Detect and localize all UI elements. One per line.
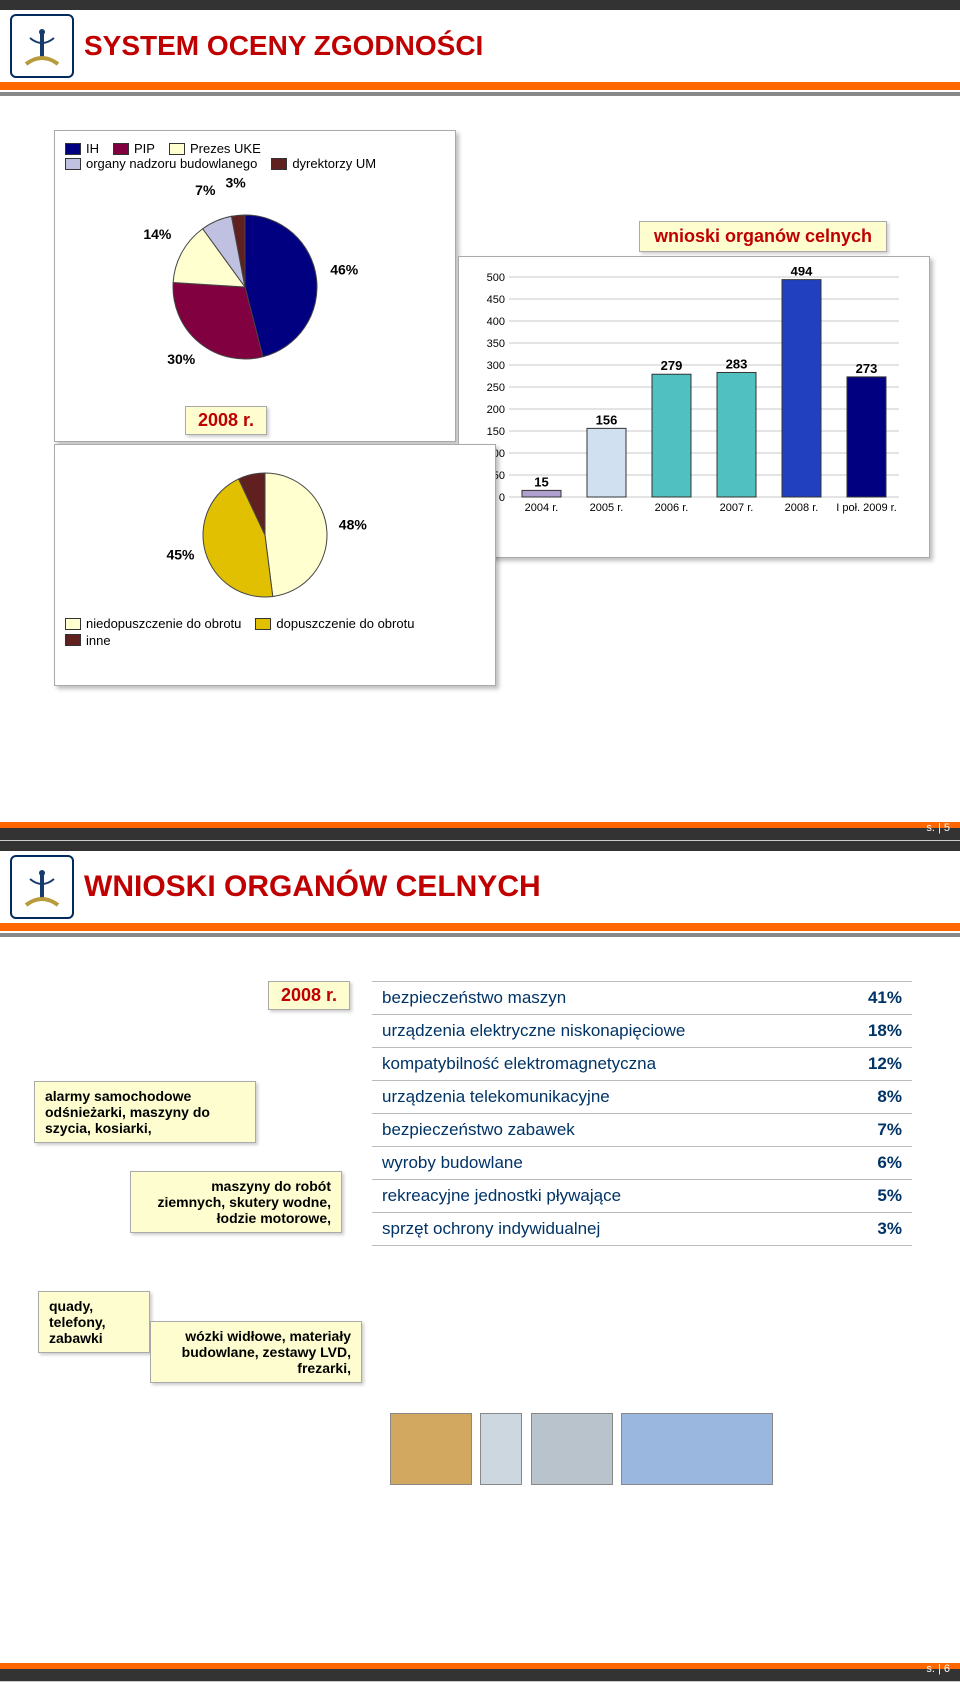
row-pct: 3% — [835, 1213, 912, 1246]
callout-2: maszyny do robót ziemnych, skutery wodne… — [130, 1171, 342, 1233]
svg-text:500: 500 — [487, 272, 505, 284]
logo-icon — [10, 14, 74, 78]
row-pct: 6% — [835, 1147, 912, 1180]
svg-text:3%: 3% — [225, 177, 246, 190]
table-row: bezpieczeństwo zabawek7% — [372, 1114, 912, 1147]
svg-text:350: 350 — [487, 338, 505, 350]
thumb-scooter — [621, 1413, 773, 1485]
row-label: bezpieczeństwo zabawek — [372, 1114, 835, 1147]
page-number: s. | 6 — [926, 1663, 950, 1675]
row-pct: 18% — [835, 1015, 912, 1048]
svg-text:400: 400 — [487, 316, 505, 328]
svg-text:273: 273 — [856, 361, 878, 376]
table-row: bezpieczeństwo maszyn41% — [372, 982, 912, 1015]
svg-text:I poł. 2009 r.: I poł. 2009 r. — [836, 502, 897, 514]
page-number: s. | 5 — [926, 822, 950, 834]
svg-text:300: 300 — [487, 360, 505, 372]
thumb-phone — [531, 1413, 613, 1485]
callout-1: alarmy samochodowe odśnieżarki, maszyny … — [34, 1081, 256, 1143]
slide-2: WNIOSKI ORGANÓW CELNYCH 2008 r. alarmy s… — [0, 841, 960, 1682]
year-badge: 2008 r. — [268, 981, 350, 1010]
svg-text:156: 156 — [596, 412, 618, 427]
svg-text:14%: 14% — [143, 226, 172, 242]
row-pct: 7% — [835, 1114, 912, 1147]
svg-text:250: 250 — [487, 382, 505, 394]
table-row: sprzęt ochrony indywidualnej3% — [372, 1213, 912, 1246]
slide-1: SYSTEM OCENY ZGODNOŚCI IHPIPPrezes UKEor… — [0, 0, 960, 841]
row-label: bezpieczeństwo maszyn — [372, 982, 835, 1015]
svg-text:15: 15 — [534, 474, 548, 489]
table-row: urządzenia telekomunikacyjne8% — [372, 1081, 912, 1114]
table-row: wyroby budowlane6% — [372, 1147, 912, 1180]
row-label: wyroby budowlane — [372, 1147, 835, 1180]
svg-text:2005 r.: 2005 r. — [590, 502, 624, 514]
callout-4: wózki widłowe, materiały budowlane, zest… — [150, 1321, 362, 1383]
row-label: kompatybilność elektromagnetyczna — [372, 1048, 835, 1081]
svg-text:2008 r.: 2008 r. — [785, 502, 819, 514]
row-label: rekreacyjne jednostki pływające — [372, 1180, 835, 1213]
svg-text:450: 450 — [487, 294, 505, 306]
row-pct: 8% — [835, 1081, 912, 1114]
svg-text:150: 150 — [487, 426, 505, 438]
row-label: sprzęt ochrony indywidualnej — [372, 1213, 835, 1246]
svg-text:2004 r.: 2004 r. — [525, 502, 559, 514]
callout-3: quady, telefony, zabawki — [38, 1291, 150, 1353]
category-table: bezpieczeństwo maszyn41%urządzenia elekt… — [372, 981, 912, 1246]
slide-title: SYSTEM OCENY ZGODNOŚCI — [84, 30, 483, 62]
svg-text:46%: 46% — [330, 261, 359, 277]
row-pct: 41% — [835, 982, 912, 1015]
bar-title: wnioski organów celnych — [639, 221, 887, 252]
row-label: urządzenia telekomunikacyjne — [372, 1081, 835, 1114]
svg-text:30%: 30% — [167, 351, 196, 367]
thumb-pink — [480, 1413, 522, 1485]
svg-text:494: 494 — [791, 267, 813, 279]
pie1-legend: IHPIPPrezes UKEorgany nadzoru budowlaneg… — [65, 141, 445, 171]
table-row: kompatybilność elektromagnetyczna12% — [372, 1048, 912, 1081]
svg-text:283: 283 — [726, 356, 748, 371]
pie-chart-1: IHPIPPrezes UKEorgany nadzoru budowlaneg… — [54, 130, 456, 442]
svg-text:45%: 45% — [166, 547, 195, 563]
row-pct: 5% — [835, 1180, 912, 1213]
thumbnail-row — [388, 1411, 775, 1492]
thumb-toy — [390, 1413, 472, 1485]
bar-chart: wnioski organów celnych 0501001502002503… — [458, 256, 930, 558]
svg-text:2006 r.: 2006 r. — [655, 502, 689, 514]
pie-chart-2: 48%45%7% niedopuszczenie do obrotudopusz… — [54, 444, 496, 686]
table-row: urządzenia elektryczne niskonapięciowe18… — [372, 1015, 912, 1048]
row-label: urządzenia elektryczne niskonapięciowe — [372, 1015, 835, 1048]
svg-text:48%: 48% — [339, 516, 368, 532]
row-pct: 12% — [835, 1048, 912, 1081]
svg-text:0: 0 — [499, 492, 505, 504]
svg-text:7%: 7% — [195, 182, 216, 198]
logo-icon — [10, 855, 74, 919]
pie1-year: 2008 r. — [185, 406, 267, 435]
svg-text:200: 200 — [487, 404, 505, 416]
svg-text:279: 279 — [661, 358, 683, 373]
svg-text:2007 r.: 2007 r. — [720, 502, 754, 514]
slide-title: WNIOSKI ORGANÓW CELNYCH — [84, 870, 541, 904]
table-row: rekreacyjne jednostki pływające5% — [372, 1180, 912, 1213]
